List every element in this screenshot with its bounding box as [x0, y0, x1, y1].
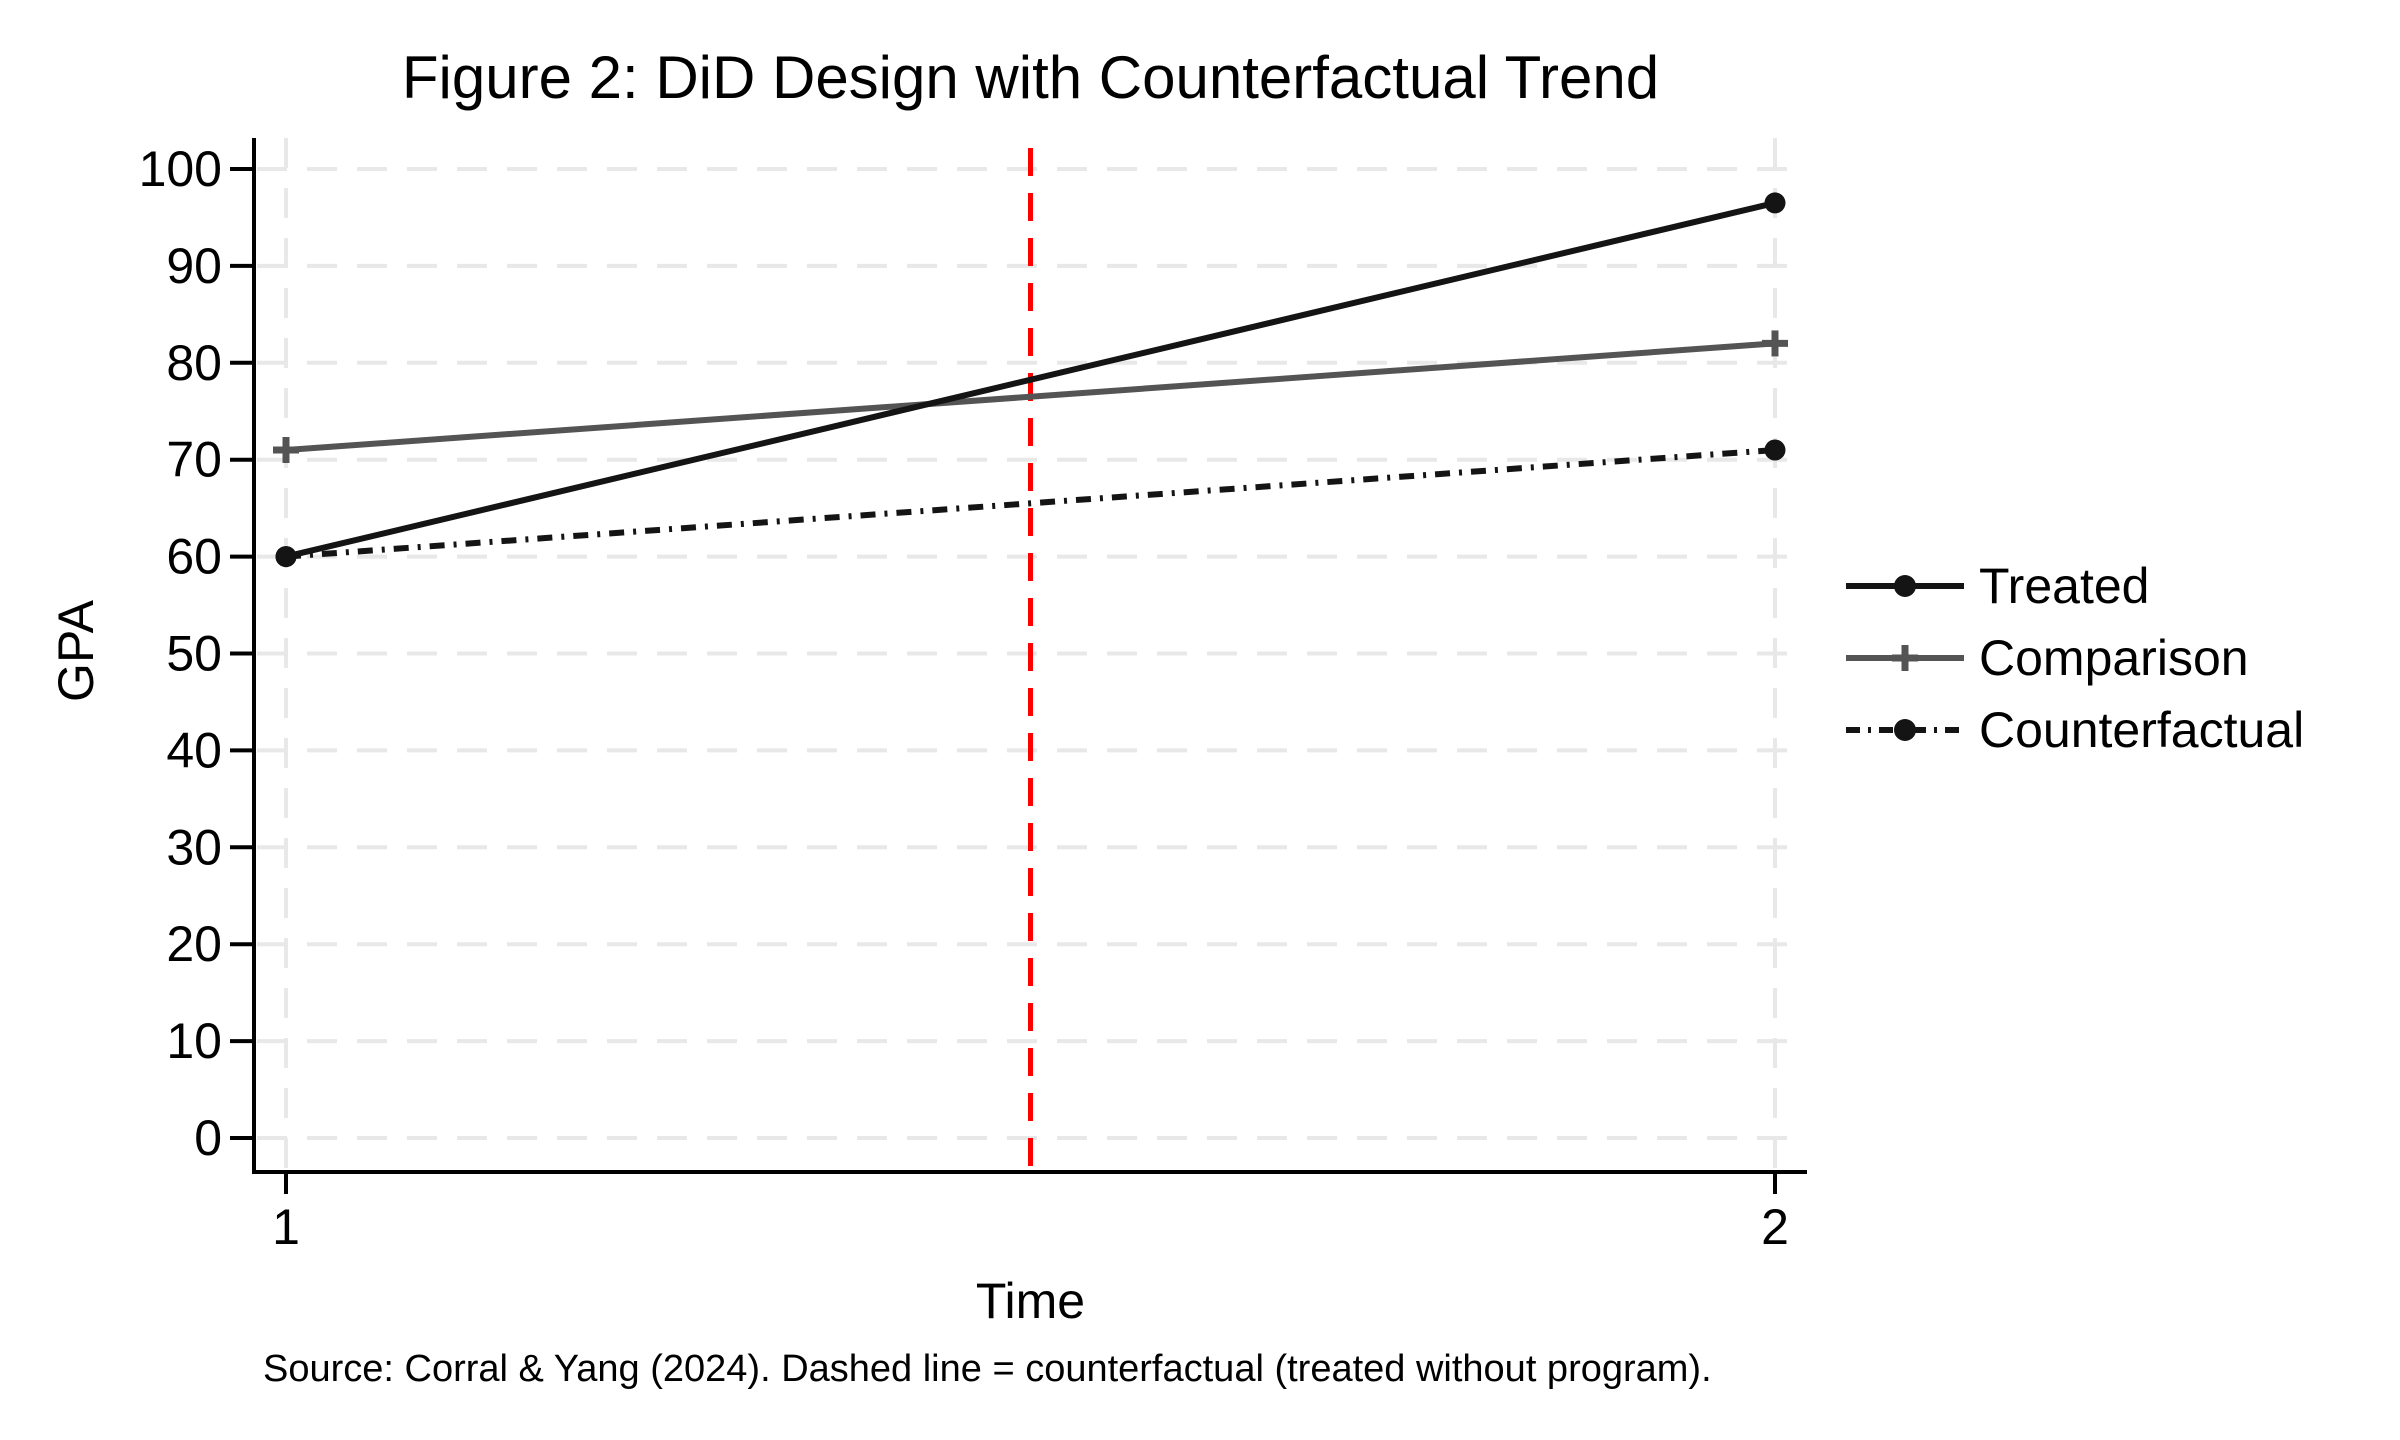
legend-label-treated: Treated — [1979, 558, 2150, 614]
legend-label-comparison: Comparison — [1979, 630, 2249, 686]
y-tick-label: 50 — [166, 626, 222, 682]
chart-title: Figure 2: DiD Design with Counterfactual… — [401, 44, 1660, 111]
y-tick-label: 80 — [166, 335, 222, 391]
y-tick-label: 20 — [166, 916, 222, 972]
y-tick-label: 10 — [166, 1013, 222, 1069]
y-tick-label: 60 — [166, 529, 222, 585]
y-tick-label: 90 — [166, 238, 222, 294]
series-treated — [275, 192, 1786, 568]
y-tick-label: 40 — [166, 722, 222, 778]
series-comparison — [273, 330, 1788, 464]
y-tick-label: 30 — [166, 819, 222, 875]
source-note: Source: Corral & Yang (2024). Dashed lin… — [263, 1348, 1712, 1390]
x-tick-label: 2 — [1761, 1199, 1789, 1255]
legend-item-counterfactual: Counterfactual — [1846, 694, 2304, 766]
legend-item-comparison: Comparison — [1846, 622, 2304, 694]
y-tick-label: 70 — [166, 432, 222, 488]
treated-line-swatch — [1846, 575, 1964, 597]
y-tick-label: 0 — [194, 1110, 222, 1166]
comparison-line-swatch — [1846, 645, 1964, 671]
axes: 0 10 20 30 40 50 60 70 80 90 100 1 2 — [139, 138, 1807, 1255]
legend-item-treated: Treated — [1846, 550, 2304, 622]
y-tick-label: 100 — [139, 141, 222, 197]
x-tick-label: 1 — [272, 1199, 300, 1255]
counterfactual-line-swatch — [1846, 719, 1964, 741]
x-axis-title: Time — [975, 1273, 1086, 1329]
data-point-marker — [275, 546, 297, 568]
data-point-marker — [1764, 439, 1786, 461]
data-point-marker — [1764, 192, 1786, 214]
legend-label-counterfactual: Counterfactual — [1979, 702, 2305, 758]
legend: Treated Comparison Counterfactual — [1846, 550, 2304, 766]
